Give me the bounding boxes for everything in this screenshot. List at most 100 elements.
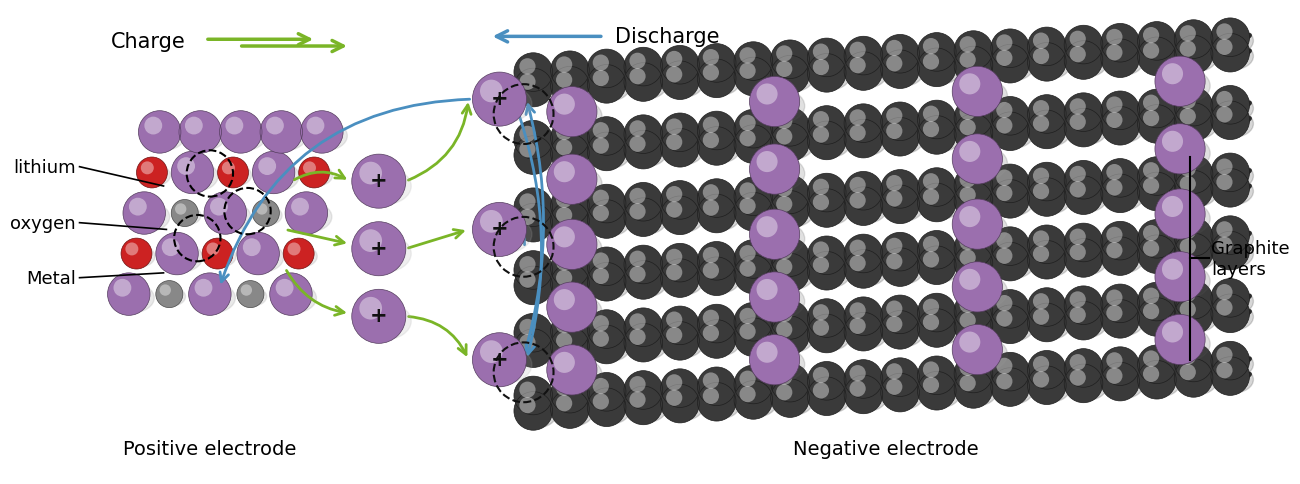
Circle shape: [849, 178, 866, 194]
Circle shape: [757, 151, 777, 173]
Ellipse shape: [552, 212, 593, 238]
Circle shape: [776, 322, 793, 338]
Ellipse shape: [220, 165, 252, 187]
Ellipse shape: [919, 381, 959, 408]
Circle shape: [887, 254, 902, 270]
Circle shape: [771, 379, 810, 418]
FancyArrowPatch shape: [520, 106, 543, 370]
Ellipse shape: [191, 284, 235, 313]
Circle shape: [629, 329, 646, 345]
Circle shape: [1179, 161, 1196, 177]
Ellipse shape: [883, 195, 923, 222]
Circle shape: [1101, 175, 1140, 213]
Circle shape: [629, 54, 646, 70]
Circle shape: [276, 279, 294, 297]
Circle shape: [954, 99, 993, 137]
Circle shape: [881, 51, 919, 90]
Circle shape: [514, 204, 552, 242]
Ellipse shape: [272, 284, 316, 313]
Ellipse shape: [772, 248, 814, 274]
Ellipse shape: [552, 196, 593, 223]
Ellipse shape: [993, 362, 1034, 389]
Ellipse shape: [919, 240, 959, 267]
Ellipse shape: [625, 333, 667, 360]
Ellipse shape: [993, 315, 1034, 342]
Circle shape: [734, 365, 772, 404]
Ellipse shape: [516, 130, 556, 157]
Ellipse shape: [355, 168, 411, 206]
Circle shape: [923, 299, 939, 315]
Circle shape: [881, 118, 919, 157]
Ellipse shape: [552, 336, 593, 363]
Circle shape: [660, 62, 699, 100]
Circle shape: [887, 301, 902, 317]
Circle shape: [660, 259, 699, 298]
Ellipse shape: [181, 121, 226, 151]
Circle shape: [1138, 90, 1176, 129]
Circle shape: [1217, 363, 1232, 378]
Circle shape: [812, 127, 829, 143]
Circle shape: [918, 101, 956, 139]
Circle shape: [1138, 235, 1176, 274]
Circle shape: [1034, 184, 1049, 200]
Circle shape: [996, 118, 1013, 134]
Ellipse shape: [919, 256, 959, 283]
Ellipse shape: [1213, 241, 1253, 268]
Ellipse shape: [625, 380, 667, 407]
Ellipse shape: [1102, 309, 1144, 336]
Circle shape: [952, 262, 1002, 312]
Circle shape: [991, 352, 1030, 391]
Circle shape: [991, 243, 1030, 281]
Circle shape: [959, 52, 976, 69]
Circle shape: [954, 244, 993, 283]
Ellipse shape: [625, 140, 667, 167]
Ellipse shape: [663, 269, 703, 295]
Circle shape: [697, 257, 736, 296]
Ellipse shape: [589, 75, 629, 102]
Circle shape: [1070, 229, 1085, 245]
Circle shape: [660, 114, 699, 152]
Circle shape: [1065, 364, 1102, 403]
Circle shape: [887, 191, 902, 207]
Circle shape: [844, 297, 883, 336]
FancyArrowPatch shape: [242, 41, 343, 52]
Ellipse shape: [589, 382, 629, 409]
Ellipse shape: [772, 310, 814, 337]
Text: Charge: Charge: [111, 32, 186, 52]
Circle shape: [554, 227, 575, 248]
Ellipse shape: [589, 335, 629, 362]
Circle shape: [757, 84, 777, 106]
Circle shape: [666, 249, 682, 265]
Circle shape: [177, 158, 195, 176]
Circle shape: [1106, 305, 1122, 321]
Circle shape: [881, 295, 919, 334]
Circle shape: [954, 166, 993, 205]
FancyArrowPatch shape: [408, 230, 463, 248]
Circle shape: [629, 69, 646, 85]
Circle shape: [776, 259, 793, 275]
Ellipse shape: [993, 377, 1034, 404]
Ellipse shape: [138, 165, 170, 187]
Ellipse shape: [663, 56, 703, 83]
Ellipse shape: [736, 312, 776, 339]
Circle shape: [1154, 57, 1205, 107]
Ellipse shape: [663, 253, 703, 280]
Circle shape: [472, 333, 526, 387]
Circle shape: [954, 182, 993, 221]
Circle shape: [1101, 300, 1140, 338]
Circle shape: [757, 279, 777, 301]
Circle shape: [1143, 178, 1160, 195]
Ellipse shape: [1176, 305, 1217, 333]
Ellipse shape: [589, 127, 629, 153]
Circle shape: [807, 315, 846, 353]
Circle shape: [954, 370, 993, 408]
Circle shape: [1162, 322, 1183, 343]
Ellipse shape: [1066, 296, 1106, 322]
Circle shape: [959, 207, 980, 227]
Circle shape: [776, 114, 793, 130]
Circle shape: [1143, 111, 1160, 127]
Circle shape: [740, 386, 755, 402]
Circle shape: [666, 327, 682, 344]
Ellipse shape: [699, 189, 740, 215]
Circle shape: [1210, 102, 1249, 140]
